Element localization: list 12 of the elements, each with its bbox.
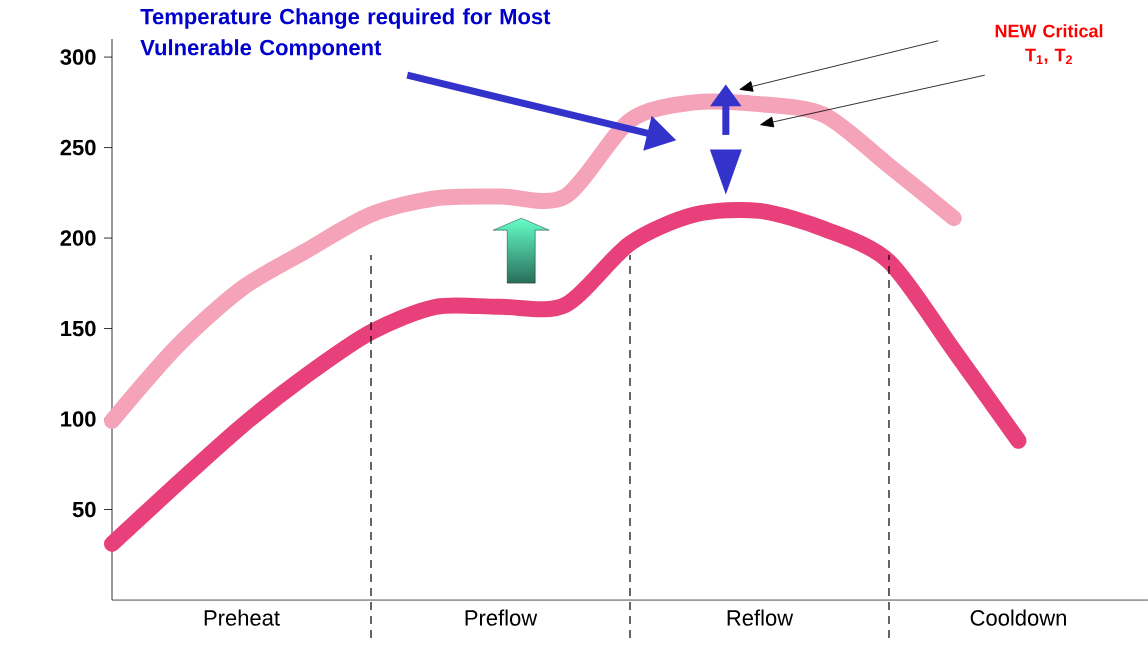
y-tick-label: 300 xyxy=(60,49,96,65)
text: Preheat xyxy=(204,609,280,626)
annotation: Temperature Change required for Most Vulnerable Component xyxy=(140,8,551,60)
annotation: NEW Critical T$_{1}$, T$_{2}$ xyxy=(995,24,1103,65)
y-tick-label: 200 xyxy=(60,230,96,246)
text: Cooldown xyxy=(970,609,1066,626)
y-tick-label: 100 xyxy=(61,411,96,427)
y-tick-label: 150 xyxy=(61,320,96,337)
text: Preflow xyxy=(465,609,538,626)
y-tick-label: 50 xyxy=(72,501,96,518)
y-tick-label: 250 xyxy=(60,139,96,156)
text: Reflow xyxy=(727,609,794,626)
